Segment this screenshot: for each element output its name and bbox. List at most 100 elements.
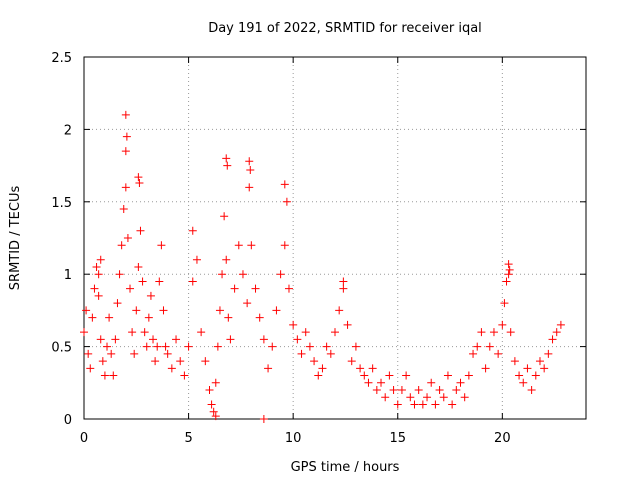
- data-point: [389, 386, 398, 395]
- data-point: [540, 364, 549, 373]
- data-point: [188, 226, 197, 235]
- data-point: [489, 328, 498, 337]
- data-point: [123, 234, 132, 242]
- data-point: [121, 147, 130, 156]
- data-point: [80, 328, 88, 337]
- data-point: [105, 313, 114, 322]
- data-point: [435, 386, 444, 395]
- data-point: [343, 320, 352, 329]
- data-point: [103, 342, 112, 351]
- data-point: [259, 335, 268, 344]
- data-point: [223, 161, 232, 170]
- data-point: [243, 299, 252, 308]
- data-point: [86, 364, 95, 373]
- data-point: [115, 270, 124, 279]
- data-point: [82, 306, 91, 315]
- data-point: [113, 299, 122, 308]
- data-point: [264, 364, 273, 373]
- data-point: [94, 270, 103, 279]
- data-point: [192, 255, 201, 264]
- data-point: [326, 349, 335, 358]
- data-point: [498, 320, 507, 329]
- data-point: [305, 342, 314, 351]
- data-point: [289, 320, 298, 329]
- data-point: [527, 386, 536, 395]
- data-point: [272, 306, 281, 315]
- data-point: [88, 313, 97, 322]
- data-point: [381, 393, 390, 402]
- data-point: [280, 180, 289, 189]
- data-point: [322, 342, 331, 351]
- data-point: [506, 328, 515, 337]
- data-point: [347, 357, 356, 366]
- data-point: [443, 371, 452, 380]
- data-point: [134, 262, 143, 271]
- data-point: [128, 328, 137, 337]
- data-point: [188, 277, 197, 286]
- data-point: [130, 349, 139, 358]
- grid-lines: [84, 57, 586, 419]
- data-point: [423, 393, 432, 402]
- data-point: [280, 241, 289, 250]
- data-point: [184, 342, 193, 351]
- data-point: [481, 364, 490, 373]
- data-point: [121, 183, 130, 192]
- data-point: [146, 291, 155, 300]
- data-point: [255, 313, 264, 322]
- data-point: [109, 371, 118, 380]
- data-point: [406, 393, 415, 402]
- data-point: [473, 342, 482, 351]
- data-point: [134, 173, 143, 182]
- data-point: [331, 328, 339, 337]
- data-point: [452, 386, 461, 395]
- data-point: [414, 386, 423, 395]
- data-point: [176, 357, 185, 366]
- data-point: [161, 342, 170, 351]
- data-point: [556, 320, 565, 329]
- data-point: [246, 165, 255, 174]
- data-point: [301, 328, 310, 337]
- x-tick-label: 10: [285, 431, 302, 446]
- data-point: [122, 132, 131, 141]
- data-point: [368, 364, 377, 373]
- data-point: [456, 378, 465, 387]
- plot-frame: [83, 56, 587, 420]
- data-point: [111, 335, 120, 344]
- data-point: [504, 270, 513, 279]
- data-point: [377, 378, 386, 387]
- chart-title: Day 191 of 2022, SRMTID for receiver iqa…: [208, 21, 482, 36]
- data-point: [172, 335, 181, 344]
- data-point: [356, 364, 365, 373]
- data-point: [90, 284, 99, 293]
- data-point: [96, 335, 105, 344]
- data-point: [544, 349, 553, 358]
- data-point: [144, 313, 153, 322]
- data-point: [397, 386, 406, 395]
- data-point: [548, 335, 557, 344]
- data-point: [213, 342, 222, 351]
- data-point: [245, 157, 254, 166]
- data-point: [94, 291, 103, 300]
- data-point: [126, 284, 135, 293]
- x-axis-label: GPS time / hours: [291, 460, 400, 475]
- data-points: [80, 110, 565, 423]
- data-point: [180, 371, 189, 380]
- data-point: [494, 349, 503, 358]
- data-point: [418, 400, 427, 409]
- data-point: [135, 178, 144, 187]
- data-point: [107, 349, 116, 358]
- data-point: [510, 357, 519, 366]
- data-point: [163, 349, 172, 358]
- data-point: [157, 241, 166, 250]
- data-point: [502, 277, 511, 286]
- data-point: [201, 357, 210, 366]
- x-tick-label: 20: [494, 431, 511, 446]
- data-point: [427, 378, 436, 387]
- data-point: [318, 364, 327, 373]
- data-point: [197, 328, 206, 337]
- data-point: [339, 284, 348, 293]
- data-point: [159, 306, 168, 315]
- data-point: [385, 371, 394, 380]
- data-point: [234, 241, 243, 250]
